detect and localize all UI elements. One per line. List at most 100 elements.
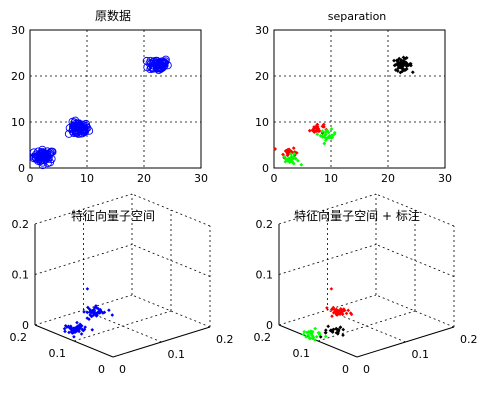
data-point: [70, 331, 75, 335]
data-point: [399, 66, 404, 70]
y-tick-label: 0: [98, 363, 105, 376]
data-point: [292, 151, 297, 156]
data-point: [344, 311, 349, 316]
data-point: [318, 335, 323, 339]
data-point: [331, 306, 336, 311]
data-point: [322, 141, 327, 146]
data-point: [75, 320, 79, 325]
data-point: [156, 60, 165, 69]
data-point: [110, 313, 115, 317]
data-point: [64, 129, 73, 138]
data-point: [302, 329, 306, 334]
data-point: [330, 307, 334, 312]
data-point: [331, 327, 336, 332]
data-point: [339, 310, 344, 315]
data-point: [67, 326, 72, 330]
data-point: [329, 127, 334, 131]
data-point: [307, 329, 311, 334]
data-point: [85, 287, 90, 291]
x-tick-label: 30: [194, 172, 208, 185]
data-point: [309, 332, 314, 336]
data-point: [90, 328, 95, 332]
data-point: [329, 328, 333, 333]
data-point: [83, 325, 87, 329]
data-point: [311, 128, 316, 132]
data-point: [62, 326, 67, 331]
data-point: [320, 129, 325, 134]
data-point: [339, 307, 344, 312]
data-point: [311, 335, 316, 340]
data-point: [396, 61, 401, 65]
data-point: [38, 151, 47, 160]
data-point: [313, 338, 317, 342]
data-point: [307, 128, 312, 133]
data-point: [337, 308, 341, 313]
data-point: [322, 124, 326, 129]
data-point: [89, 310, 94, 315]
x-tick-label: 0.1: [168, 348, 186, 361]
data-point: [327, 133, 332, 138]
y-tick-label: 30: [255, 24, 269, 37]
data-point: [393, 68, 398, 72]
y-tick-label: 20: [255, 70, 269, 83]
data-point: [315, 128, 320, 133]
data-point: [398, 70, 403, 75]
data-point: [85, 310, 90, 315]
y-tick-label: 0.1: [293, 347, 311, 360]
data-point: [67, 330, 71, 335]
data-point: [289, 149, 294, 154]
gridline-x-floor: [327, 309, 406, 343]
x-tick-label: 10: [80, 172, 94, 185]
data-point: [79, 332, 84, 336]
marks-subspace: 00.10.200.10.200.10.2: [10, 193, 234, 376]
marks-separation: 0 10 20 30 0 10 20 30: [255, 24, 452, 185]
data-point: [305, 330, 309, 335]
data-point: [323, 132, 327, 137]
data-point: [69, 326, 74, 331]
data-point: [324, 136, 329, 141]
data-point: [317, 331, 322, 335]
y-tick-label: 10: [11, 116, 25, 129]
box-edge: [131, 193, 211, 227]
data-point: [400, 62, 405, 67]
y-tick-label: 0.2: [254, 331, 272, 344]
data-point: [341, 307, 346, 311]
data-point: [330, 314, 334, 319]
data-point: [78, 324, 82, 329]
data-point: [48, 147, 57, 156]
data-point: [91, 311, 95, 315]
data-point: [292, 150, 297, 154]
data-point: [88, 313, 92, 317]
plot-frame: [273, 29, 446, 169]
data-point: [87, 317, 91, 322]
data-point: [329, 133, 334, 138]
data-point: [329, 287, 334, 291]
data-point: [335, 331, 340, 336]
data-point: [75, 327, 79, 332]
data-point: [147, 63, 156, 72]
data-point: [329, 136, 334, 140]
y-tick-label: 0.2: [10, 331, 28, 344]
data-point: [63, 329, 67, 334]
data-point: [63, 323, 68, 328]
data-point: [299, 162, 304, 167]
data-point: [410, 70, 415, 75]
data-point: [392, 58, 396, 63]
x-tick-label: 0: [27, 172, 34, 185]
data-point: [96, 310, 100, 315]
data-point: [314, 124, 318, 129]
data-point: [401, 58, 406, 63]
data-point: [304, 335, 308, 339]
x-tick-label: 10: [324, 172, 338, 185]
data-point: [325, 129, 330, 133]
scatter-panel-original-data: 原数据 0 10 20 30 0 10 20 30: [11, 8, 208, 185]
scatter-panel-separation: separation 0 10 20 30 0 10 20 30: [255, 10, 452, 185]
data-point: [107, 308, 111, 313]
data-point: [340, 312, 345, 317]
data-point: [273, 147, 278, 151]
data-point: [80, 327, 85, 332]
data-point: [397, 56, 402, 61]
data-point: [334, 312, 339, 317]
data-point: [395, 62, 400, 67]
data-point: [394, 58, 399, 63]
